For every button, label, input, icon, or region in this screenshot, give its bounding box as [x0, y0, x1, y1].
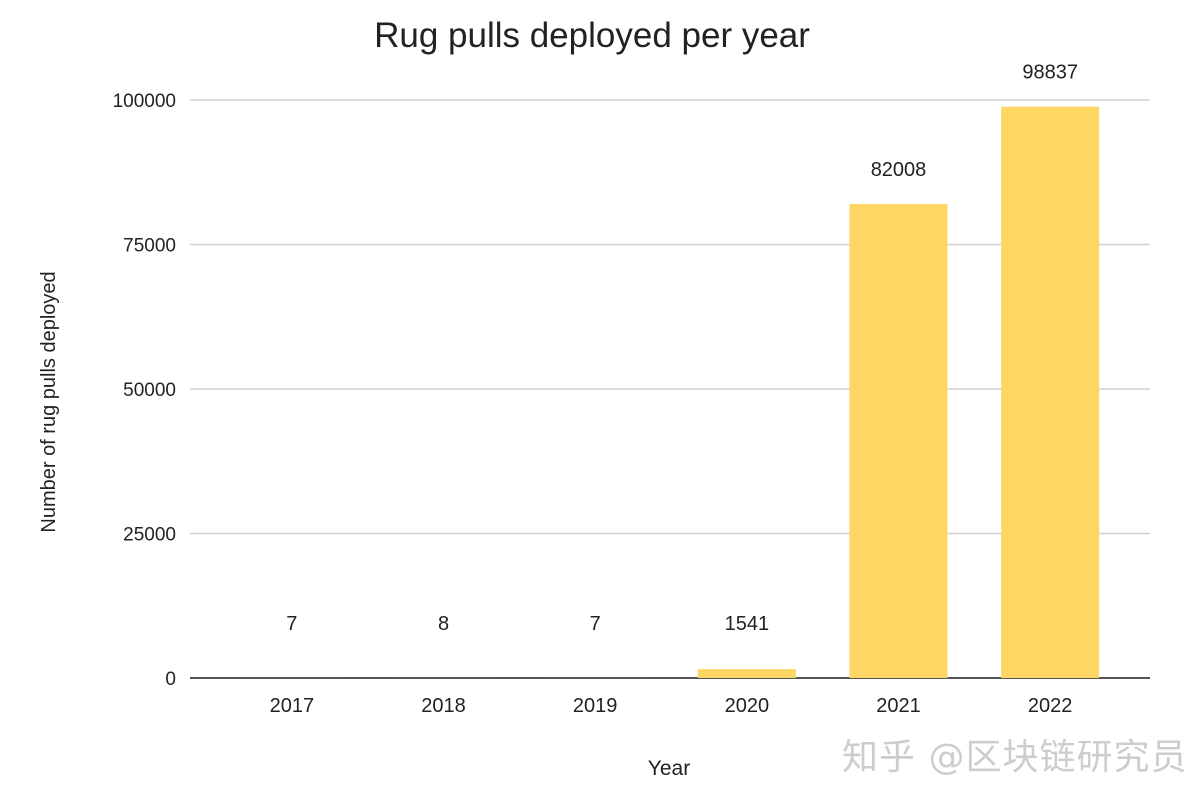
data-label: 98837 — [1022, 62, 1078, 84]
bar-2021 — [849, 203, 948, 678]
x-tick-label: 2022 — [1028, 695, 1073, 717]
y-tick-label: 75000 — [123, 236, 176, 257]
watermark: 知乎 @区块链研究员 — [842, 737, 1188, 778]
bar-2020 — [697, 669, 796, 678]
x-axis-label: Year — [648, 757, 690, 780]
x-tick-label: 2021 — [876, 695, 921, 717]
data-label: 82008 — [871, 159, 927, 181]
x-tick-label: 2018 — [421, 695, 466, 717]
y-axis-label: Number of rug pulls deployed — [38, 271, 60, 532]
y-tick-label: 25000 — [123, 525, 176, 546]
x-tick-label: 2020 — [725, 695, 770, 717]
data-label: 7 — [590, 613, 601, 635]
chart-title: Rug pulls deployed per year — [374, 16, 810, 55]
y-tick-label: 0 — [165, 669, 176, 690]
y-tick-label: 100000 — [113, 91, 176, 112]
data-label: 8 — [438, 613, 449, 635]
x-tick-label: 2017 — [270, 695, 315, 717]
y-tick-label: 50000 — [123, 380, 176, 401]
bar-2022 — [1001, 106, 1100, 678]
data-label: 7 — [286, 613, 297, 635]
x-tick-label: 2019 — [573, 695, 618, 717]
data-label: 1541 — [725, 613, 770, 635]
